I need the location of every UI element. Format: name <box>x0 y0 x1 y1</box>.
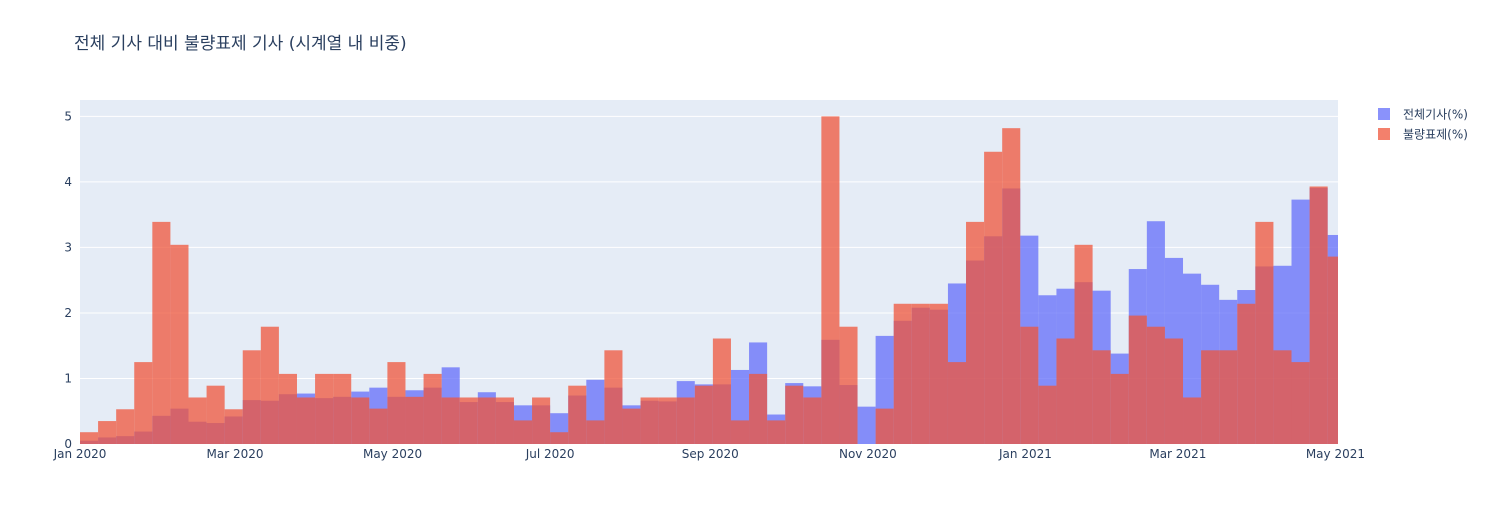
bar <box>658 397 677 444</box>
y-axis: 0 1 2 3 4 5 <box>64 109 72 451</box>
bar <box>749 373 768 444</box>
bar <box>676 397 695 444</box>
legend-item[interactable]: 불량표제(%) <box>1378 128 1468 142</box>
bar <box>459 397 478 444</box>
bar <box>423 373 442 444</box>
bar <box>1002 128 1021 444</box>
series-2 <box>80 116 1338 444</box>
bar <box>1110 373 1129 444</box>
x-tick-label: Mar 2020 <box>206 447 263 461</box>
bar <box>966 221 985 444</box>
bar <box>785 385 804 444</box>
bar <box>1237 303 1256 444</box>
bar <box>984 151 1003 444</box>
bar <box>152 221 171 444</box>
bar <box>206 385 225 444</box>
bar <box>532 397 551 444</box>
bar <box>1201 350 1220 444</box>
bar <box>477 397 496 444</box>
x-tick-label: Jan 2020 <box>53 447 107 461</box>
bar <box>405 396 424 444</box>
bar <box>1273 350 1292 444</box>
x-tick-label: Jul 2020 <box>525 447 575 461</box>
chart-title: 전체 기사 대비 불량표제 기사 (시계열 내 비중) <box>74 34 407 54</box>
x-tick-label: Jan 2021 <box>998 447 1052 461</box>
bar <box>369 408 388 444</box>
bar <box>622 408 641 444</box>
legend-label: 전체기사(%) <box>1403 108 1468 122</box>
bar <box>1074 244 1093 444</box>
bar <box>134 362 153 444</box>
bar <box>1291 362 1310 444</box>
bar <box>803 397 822 444</box>
bar <box>568 385 587 444</box>
bar <box>98 421 117 444</box>
legend-swatch <box>1378 128 1390 140</box>
bar <box>296 397 316 444</box>
bar <box>875 408 894 444</box>
bar <box>604 350 623 444</box>
bar <box>495 397 514 444</box>
bar <box>767 420 786 444</box>
bar <box>333 373 352 444</box>
x-tick-label: Mar 2021 <box>1149 447 1206 461</box>
bar <box>712 338 731 444</box>
bar <box>1128 315 1147 444</box>
bar <box>224 409 243 444</box>
bar <box>893 303 912 444</box>
bar <box>387 362 406 444</box>
bar <box>694 385 713 444</box>
x-axis: Jan 2020 Mar 2020 May 2020 Jul 2020 Sep 2020… <box>53 447 1365 461</box>
x-tick-label: May 2021 <box>1306 447 1365 461</box>
bar <box>513 420 533 444</box>
bar <box>1038 385 1057 444</box>
bar <box>242 350 261 444</box>
x-tick-label: May 2020 <box>363 447 422 461</box>
bar <box>947 362 967 444</box>
bar <box>911 303 930 444</box>
bar <box>351 397 370 444</box>
bar <box>170 244 189 444</box>
bar <box>441 397 460 444</box>
bar <box>1327 256 1338 444</box>
bar <box>315 373 334 444</box>
bar <box>1146 326 1165 444</box>
legend-label: 불량표제(%) <box>1403 128 1468 142</box>
bar <box>1056 338 1075 444</box>
legend[interactable]: 전체기사(%) 불량표제(%) <box>1378 108 1468 142</box>
legend-item[interactable]: 전체기사(%) <box>1378 108 1468 122</box>
bar <box>839 326 858 444</box>
bar <box>730 420 750 444</box>
y-tick-label: 1 <box>64 371 72 385</box>
bar <box>550 432 569 444</box>
bar <box>1219 350 1238 444</box>
bar <box>1309 186 1328 444</box>
bar <box>1092 350 1111 444</box>
bar <box>929 303 948 444</box>
y-tick-label: 5 <box>64 109 72 123</box>
bar <box>640 397 659 444</box>
bar <box>821 116 840 444</box>
bar <box>116 409 135 444</box>
y-tick-label: 4 <box>64 175 72 189</box>
bar <box>1183 397 1202 444</box>
y-tick-label: 3 <box>64 240 72 254</box>
bar <box>80 432 99 444</box>
bar <box>1164 338 1184 444</box>
legend-swatch <box>1378 108 1390 120</box>
bar <box>1020 326 1039 444</box>
y-tick-label: 0 <box>64 437 72 451</box>
bar <box>260 326 279 444</box>
bar <box>1255 221 1274 444</box>
x-tick-label: Sep 2020 <box>682 447 739 461</box>
bar <box>857 406 876 444</box>
bar <box>188 397 207 444</box>
x-tick-label: Nov 2020 <box>839 447 897 461</box>
y-tick-label: 2 <box>64 306 72 320</box>
bars <box>80 116 1338 444</box>
bar <box>586 420 605 444</box>
bar <box>278 373 297 444</box>
